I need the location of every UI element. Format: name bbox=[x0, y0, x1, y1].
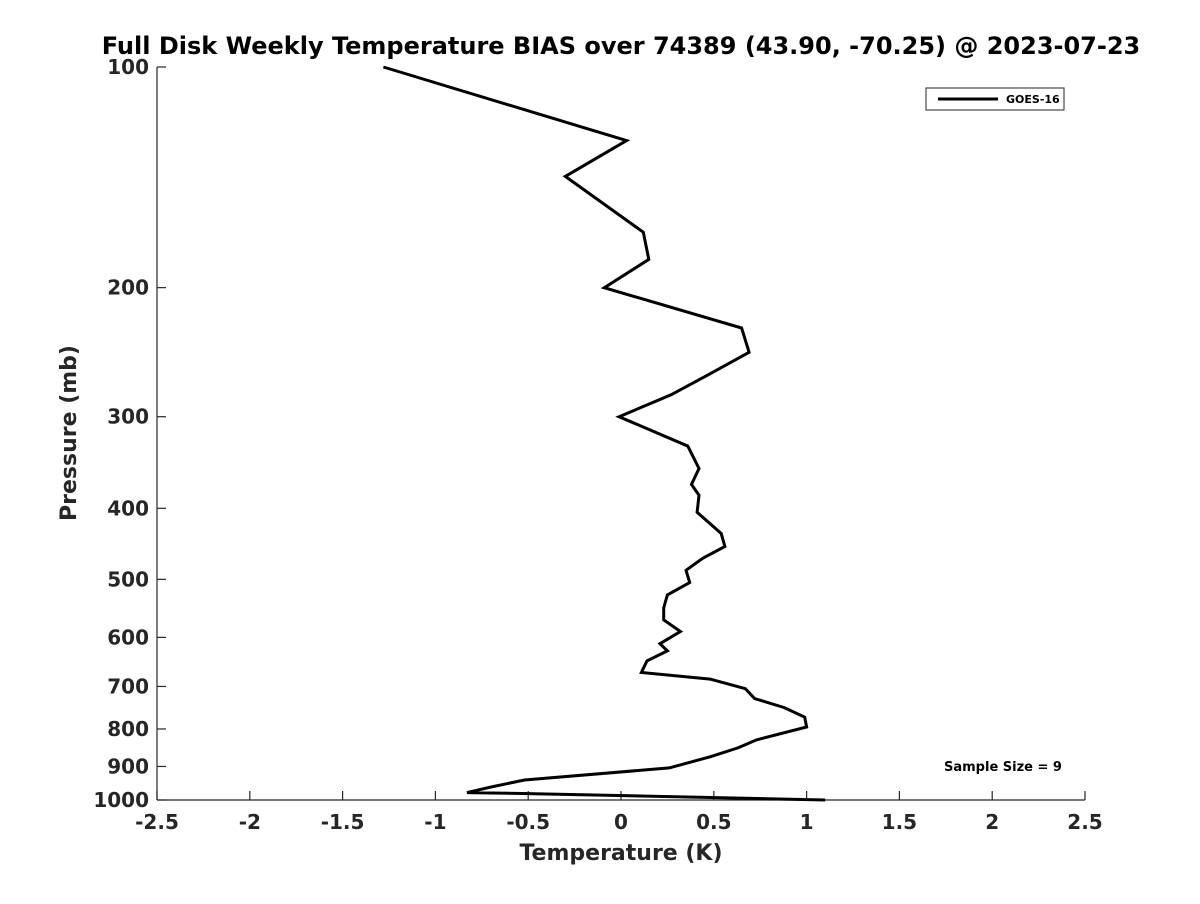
legend-layer: GOES-16 bbox=[925, 87, 1065, 111]
y-tick-label: 1000 bbox=[93, 788, 149, 812]
x-axis-label: Temperature (K) bbox=[519, 841, 722, 866]
y-tick-label: 100 bbox=[107, 55, 149, 79]
x-tick-label: -2.5 bbox=[135, 810, 179, 834]
y-tick-label: 600 bbox=[107, 625, 149, 649]
y-axis-label: Pressure (mb) bbox=[57, 345, 82, 521]
y-tick-label: 500 bbox=[107, 567, 149, 591]
series-line-goes-16 bbox=[382, 65, 826, 802]
x-tick-label: -1.5 bbox=[321, 810, 365, 834]
x-tick-label: -2 bbox=[239, 810, 261, 834]
x-tick-label: 0 bbox=[614, 810, 628, 834]
chart-title: Full Disk Weekly Temperature BIAS over 7… bbox=[102, 32, 1141, 60]
y-tick-label: 700 bbox=[107, 674, 149, 698]
x-tick-label: 1.5 bbox=[882, 810, 917, 834]
x-tick-label: -0.5 bbox=[506, 810, 550, 834]
sample-size-annotation: Sample Size = 9 bbox=[944, 760, 1062, 775]
axes-layer: -2.5 -2 -1.5 -1 -0.5 0 0.5 1 1.5 2 2.5 100 200 300 400… bbox=[93, 55, 1102, 834]
series-layer bbox=[382, 65, 826, 802]
x-tick-label: 2 bbox=[985, 810, 999, 834]
y-tick-label: 800 bbox=[107, 717, 149, 741]
x-tick-label: -1 bbox=[424, 810, 446, 834]
x-tick-label: 0.5 bbox=[696, 810, 731, 834]
y-tick-label: 900 bbox=[107, 754, 149, 778]
legend-label: GOES-16 bbox=[1006, 93, 1060, 106]
y-tick-label: 400 bbox=[107, 496, 149, 520]
y-tick-label: 200 bbox=[107, 276, 149, 300]
x-tick-label: 2.5 bbox=[1067, 810, 1102, 834]
x-tick-label: 1 bbox=[800, 810, 814, 834]
y-tick-label: 300 bbox=[107, 405, 149, 429]
